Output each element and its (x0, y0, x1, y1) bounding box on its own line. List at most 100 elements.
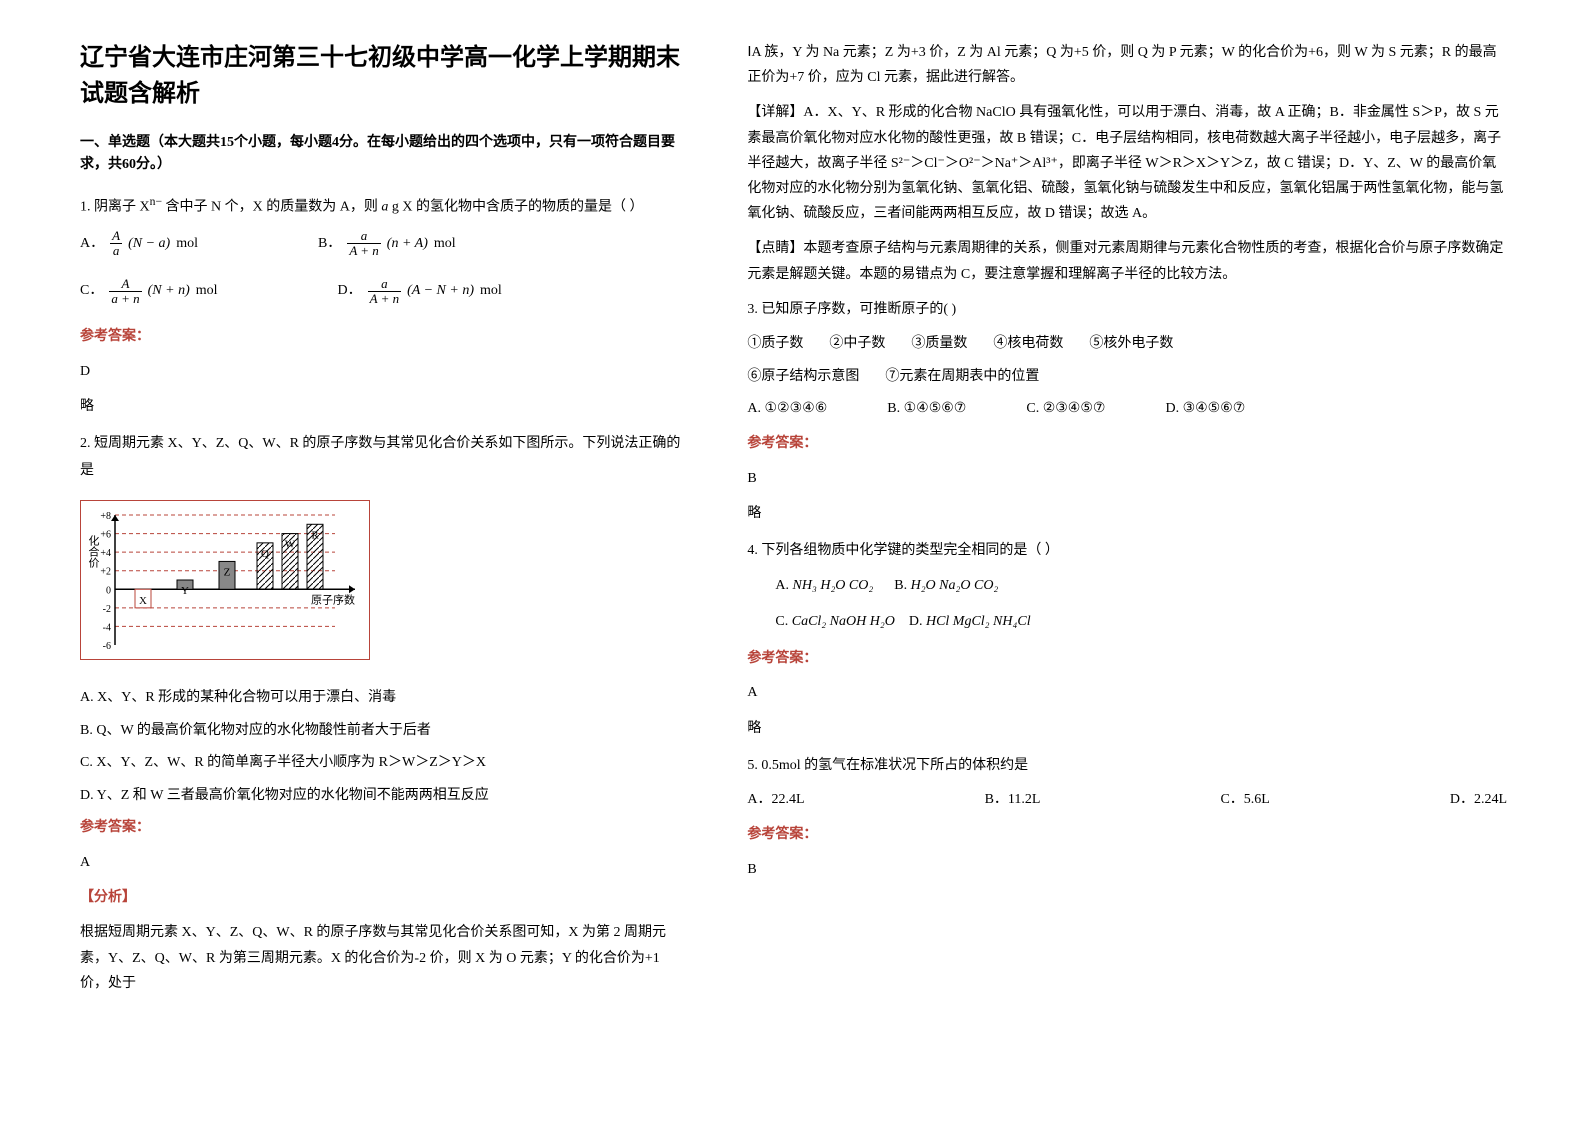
svg-text:-4: -4 (103, 623, 111, 634)
question-2: 2. 短周期元素 X、Y、Z、Q、W、R 的原子序数与其常见化合价关系如下图所示… (80, 431, 687, 996)
svg-text:X: X (139, 595, 147, 607)
svg-text:Q: Q (261, 548, 269, 560)
q5-stem: 5. 0.5mol 的氢气在标准状况下所占的体积约是 (747, 753, 1507, 780)
svg-text:Y: Y (181, 585, 189, 597)
q4-A-lbl: A. (775, 578, 789, 593)
section-header: 一、单选题（本大题共15个小题，每小题4分。在每小题给出的四个选项中，只有一项符… (80, 132, 687, 177)
q2-optC: C. X、Y、Z、W、R 的简单离子半径大小顺序为 R＞W＞Z＞Y＞X (80, 750, 687, 777)
svg-text:0: 0 (106, 586, 111, 597)
svg-text:R: R (311, 530, 319, 542)
q1-stem-a: 1. 阴离子 X (80, 199, 150, 214)
answer-key-label: 参考答案： (747, 646, 1507, 673)
q3-optD: D. ③④⑤⑥⑦ (1165, 396, 1245, 423)
q3-i7: ⑦元素在周期表中的位置 (885, 364, 1039, 391)
q3-optA: A. ①②③④⑥ (747, 396, 827, 423)
q1-A-den: a (110, 244, 122, 258)
q1-stem: 1. 阴离子 Xn− 含中子 N 个，X 的质量数为 A，则 a g X 的氢化… (80, 191, 687, 221)
q1-opt-b: B． aA + n (n + A) mol (318, 229, 456, 259)
q4-row2: C. CaCl₂ NaOH H₂O D. HCl MgCl₂ NH₄Cl (747, 609, 1507, 636)
q1-B-num: a (347, 229, 380, 244)
q4-note: 略 (747, 716, 1507, 741)
svg-text:+4: +4 (100, 549, 111, 560)
q4-stem: 4. 下列各组物质中化学键的类型完全相同的是（ ） (747, 538, 1507, 565)
q1-A-unit: mol (176, 231, 198, 258)
q3-items2: ⑥原子结构示意图 ⑦元素在周期表中的位置 (747, 364, 1507, 391)
q1-A-lbl: A． (80, 231, 104, 258)
q2r-p1: ⅠA 族，Y 为 Na 元素；Z 为+3 价，Z 为 Al 元素；Q 为+5 价… (747, 40, 1507, 90)
q1-C-unit: mol (196, 278, 218, 305)
q1-sup: n− (150, 195, 162, 208)
q1-D-tail: (A − N + n) (407, 278, 474, 305)
q2-answer: A (80, 850, 687, 875)
q3-i4: ④核电荷数 (993, 331, 1063, 358)
q3-optC: C. ②③④⑤⑦ (1026, 396, 1105, 423)
svg-text:原子序数: 原子序数 (311, 593, 355, 607)
right-column: ⅠA 族，Y 为 Na 元素；Z 为+3 价，Z 为 Al 元素；Q 为+5 价… (717, 40, 1537, 1082)
q1-note: 略 (80, 394, 687, 419)
q2-optB: B. Q、W 的最高价氧化物对应的水化物酸性前者大于后者 (80, 718, 687, 745)
q4-B-lbl: B. (894, 578, 907, 593)
q1-D-lbl: D． (338, 278, 362, 305)
q5-optA: A．22.4L (747, 787, 804, 814)
q1-opt-c: C． Aa + n (N + n) mol (80, 277, 218, 307)
svg-text:-6: -6 (103, 641, 111, 652)
q5-optC: C．5.6L (1220, 787, 1269, 814)
question-3: 3. 已知原子序数，可推断原子的( ) ①质子数 ②中子数 ③质量数 ④核电荷数… (747, 297, 1507, 526)
q5-opts: A．22.4L B．11.2L C．5.6L D．2.24L (747, 787, 1507, 814)
answer-key-label: 参考答案： (747, 431, 1507, 458)
q4-optC: CaCl₂ NaOH H₂O (788, 614, 895, 629)
q2-optD: D. Y、Z 和 W 三者最高价氧化物对应的水化物间不能两两相互反应 (80, 783, 687, 810)
answer-key-label: 参考答案： (80, 815, 687, 842)
q1-B-tail: (n + A) (387, 231, 428, 258)
q1-opt-a: A． Aa (N − a) mol (80, 229, 198, 259)
q1-B-lbl: B． (318, 231, 341, 258)
q1-D-den: A + n (368, 292, 401, 306)
svg-text:+6: +6 (100, 530, 111, 541)
q4-optD: HCl MgCl₂ NH₄Cl (922, 614, 1030, 629)
answer-key-label: 参考答案： (80, 324, 687, 351)
q1-B-unit: mol (434, 231, 456, 258)
answer-key-label: 参考答案： (747, 822, 1507, 849)
q3-i1: ①质子数 (747, 331, 803, 358)
q1-A-tail: (N − a) (128, 231, 170, 258)
q3-opts: A. ①②③④⑥ B. ①④⑤⑥⑦ C. ②③④⑤⑦ D. ③④⑤⑥⑦ (747, 396, 1507, 423)
q2-fenxi: 【分析】 (80, 885, 687, 910)
page-title: 辽宁省大连市庄河第三十七初级中学高一化学上学期期末试题含解析 (80, 40, 687, 112)
q4-row1: A. NH₃ H₂O CO₂ B. H₂O Na₂O CO₂ (747, 573, 1507, 600)
svg-text:W: W (285, 539, 296, 551)
svg-text:+2: +2 (100, 567, 111, 578)
q1-D-num: a (368, 277, 401, 292)
q4-D-lbl: D. (909, 614, 923, 629)
q2r-p3: 【点睛】本题考查原子结构与元素周期律的关系，侧重对元素周期律与元素化合物性质的考… (747, 236, 1507, 286)
q2-optA: A. X、Y、R 形成的某种化合物可以用于漂白、消毒 (80, 685, 687, 712)
q1-C-num: A (109, 277, 141, 292)
svg-text:+8: +8 (100, 511, 111, 522)
q2-fenxi-body: 根据短周期元素 X、Y、Z、Q、W、R 的原子序数与其常见化合价关系图可知，X … (80, 920, 687, 996)
q1-opts-row1: A． Aa (N − a) mol B． aA + n (n + A) mol (80, 229, 687, 259)
q3-i5: ⑤核外电子数 (1089, 331, 1173, 358)
q3-items: ①质子数 ②中子数 ③质量数 ④核电荷数 ⑤核外电子数 (747, 331, 1507, 358)
q3-i6: ⑥原子结构示意图 (747, 364, 859, 391)
q1-C-tail: (N + n) (148, 278, 190, 305)
q3-optB: B. ①④⑤⑥⑦ (887, 396, 966, 423)
q1-D-unit: mol (480, 278, 502, 305)
q1-A-num: A (110, 229, 122, 244)
svg-text:-2: -2 (103, 604, 111, 615)
q1-answer: D (80, 359, 687, 384)
q3-note: 略 (747, 501, 1507, 526)
question-5: 5. 0.5mol 的氢气在标准状况下所占的体积约是 A．22.4L B．11.… (747, 753, 1507, 882)
q3-i3: ③质量数 (911, 331, 967, 358)
q3-i2: ②中子数 (829, 331, 885, 358)
q5-answer: B (747, 857, 1507, 882)
q1-C-den: a + n (109, 292, 141, 306)
q1-opts-row2: C． Aa + n (N + n) mol D． aA + n (A − N +… (80, 277, 687, 307)
q4-optB: H₂O Na₂O CO₂ (907, 578, 998, 593)
q2r-p2: 【详解】A．X、Y、R 形成的化合物 NaClO 具有强氧化性，可以用于漂白、消… (747, 100, 1507, 226)
q1-stem-c: g X 的氢化物中含质子的物质的量是（ ） (388, 199, 643, 214)
q4-optA: NH₃ H₂O CO₂ (789, 578, 873, 593)
left-column: 辽宁省大连市庄河第三十七初级中学高一化学上学期期末试题含解析 一、单选题（本大题… (50, 40, 717, 1082)
q5-optB: B．11.2L (985, 787, 1041, 814)
q1-C-lbl: C． (80, 278, 103, 305)
q5-optD: D．2.24L (1450, 787, 1507, 814)
svg-text:化合价: 化合价 (87, 534, 100, 568)
